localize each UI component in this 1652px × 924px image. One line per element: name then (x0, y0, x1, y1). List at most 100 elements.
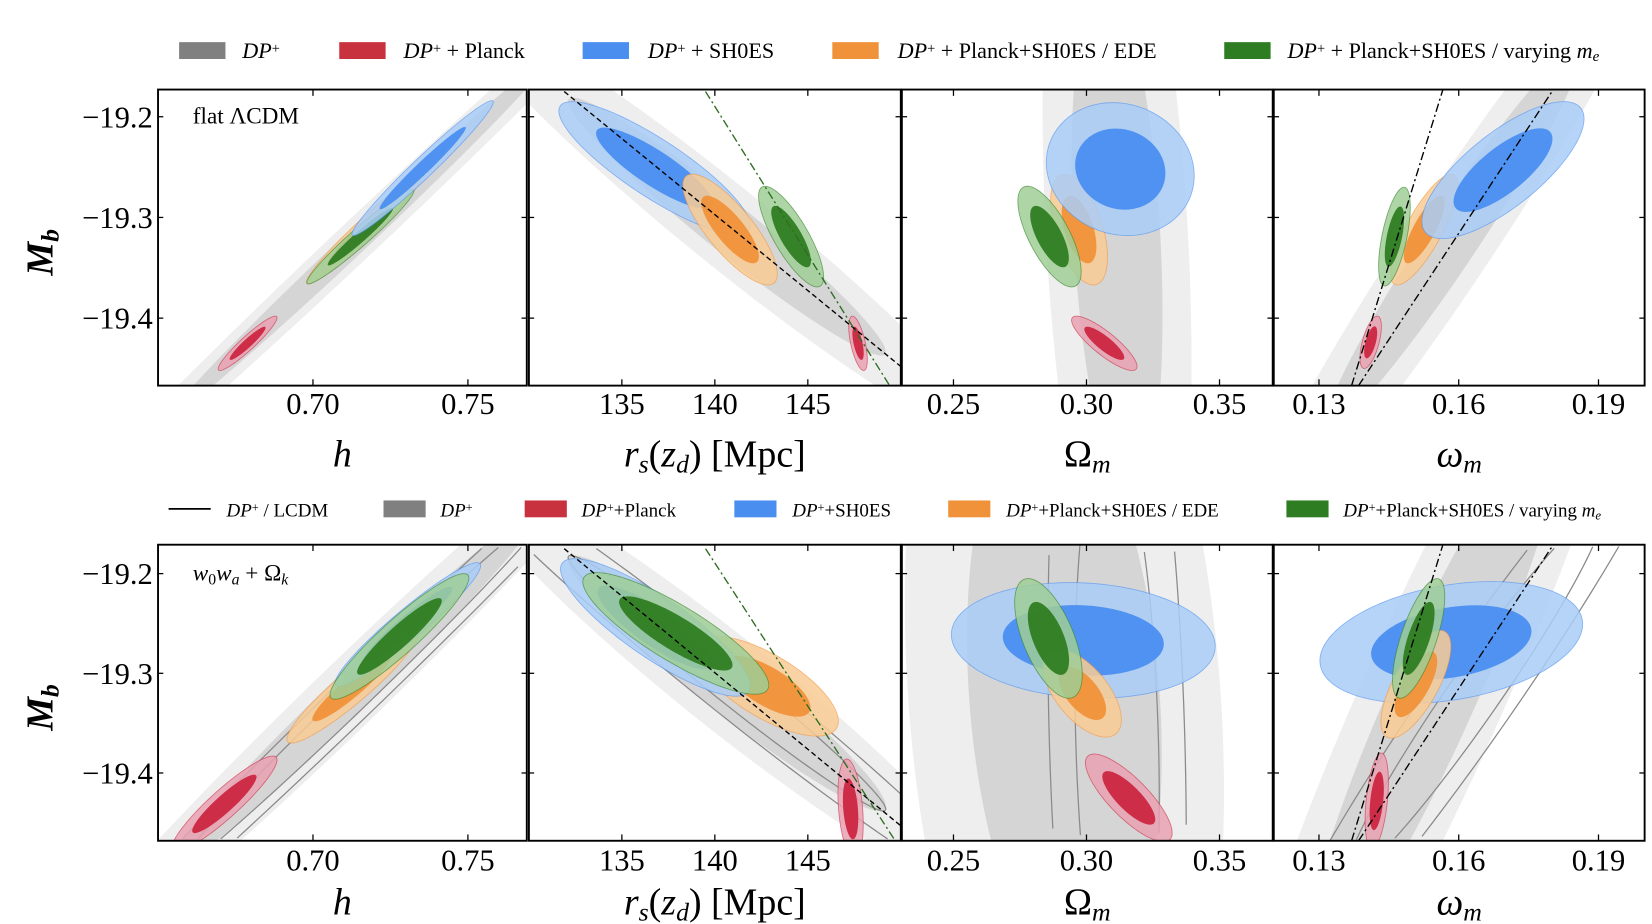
label-segment: b (35, 229, 64, 242)
x-tick-label: 0.13 (1292, 843, 1345, 877)
shoes-contour-68 (1075, 128, 1166, 210)
legend-item: DP++Planck+SH0ES / varying me (1286, 500, 1601, 522)
label-segment: z (660, 434, 676, 476)
x-tick-label: 0.19 (1572, 387, 1625, 421)
x-tick-label: 0.19 (1572, 843, 1625, 877)
label-segment: e (1595, 508, 1601, 522)
label-segment: / LCDM (259, 500, 329, 521)
planck-contour-68 (842, 778, 859, 840)
plot-area (1312, 89, 1595, 386)
x-tick-label: 0.30 (1060, 387, 1113, 421)
panel-1: 0.70 0.75 −19.2 −19.3 −19.4 h flat ΛCDM (82, 88, 528, 476)
me-contour-68 (1402, 601, 1435, 675)
legend-swatch-icon (383, 500, 426, 518)
label-segment: e (1593, 49, 1600, 65)
panel-frame (900, 88, 1274, 387)
shoes-contour-68 (1453, 128, 1553, 212)
label-segment: s (639, 449, 649, 478)
plot-area (1296, 544, 1620, 842)
label-segment: + (252, 501, 259, 515)
plot-area (178, 89, 527, 386)
label-segment: + (1369, 501, 1376, 515)
legend-swatch-icon (524, 500, 567, 518)
label-segment: DP (1342, 500, 1369, 521)
legend-label: DP++Planck (581, 500, 677, 521)
dashdot-line (704, 91, 891, 386)
planck-contour-68 (1364, 326, 1378, 359)
x-tick-label: 0.35 (1193, 387, 1246, 421)
label-segment: + (1031, 501, 1038, 515)
x-tick-label: 0.70 (286, 387, 339, 421)
y-tick-label: −19.3 (82, 201, 153, 235)
legend-swatch-icon (832, 42, 879, 60)
plot-area (1017, 89, 1195, 386)
model-label: flat ΛCDM (193, 103, 299, 129)
label-segment: d (676, 897, 689, 924)
x-tick-label: 0.16 (1432, 387, 1485, 421)
label-segment: DP (241, 38, 271, 63)
legend-swatch-icon (1286, 500, 1329, 518)
legend-label: DP+ / LCDM (226, 500, 329, 521)
label-segment: M (20, 696, 62, 732)
dashed-line (563, 548, 902, 827)
lcdm-contour-95 (1421, 546, 1620, 837)
me-contour-68 (771, 205, 811, 268)
legend-label: DP+ + SH0ES (647, 38, 774, 63)
legend: DP+ DP+ + Planck DP+ + SH0ES DP+ + Planck+S… (179, 38, 1600, 65)
label-segment: + (607, 501, 614, 515)
label-segment: + (272, 41, 280, 57)
legend-label: DP+ (241, 38, 280, 63)
lcdm-contour-95 (1173, 551, 1187, 825)
y-tick-label: −19.3 (82, 657, 153, 691)
x-tick-label: 0.75 (441, 387, 494, 421)
x-tick-label: 140 (692, 387, 738, 421)
dashdot-line (1350, 89, 1444, 386)
label-segment: r (624, 882, 639, 924)
legend-label: DP++Planck+SH0ES / EDE (1005, 500, 1219, 521)
label-segment: k (281, 571, 289, 588)
legend-item: DP+ / LCDM (168, 500, 329, 521)
x-tick-label: 145 (785, 843, 831, 877)
legend-swatch-icon (948, 500, 991, 518)
label-segment: b (35, 684, 64, 697)
me-contour-68 (357, 598, 442, 675)
label-segment: DP (581, 500, 608, 521)
label-segment: M (20, 241, 62, 277)
y-tick-label: −19.4 (82, 757, 153, 791)
me-contour-68 (619, 596, 733, 671)
label-segment: m (1577, 38, 1593, 63)
legend-swatch-icon (179, 42, 226, 60)
label-segment: + (927, 41, 935, 57)
label-segment: ω (1437, 434, 1464, 476)
x-axis-label: Ωm (1064, 882, 1111, 924)
legend-label: DP+ (439, 500, 472, 521)
x-axis-label: rs(zd) [Mpc] (624, 882, 806, 924)
panel-3: 0.25 0.30 0.35 Ωm (900, 88, 1274, 479)
me-contour-68 (1384, 206, 1405, 267)
y-tick-label: −19.2 (82, 557, 153, 591)
y-tick-label: −19.2 (82, 100, 153, 134)
label-segment: DP (897, 38, 927, 63)
x-tick-label: 140 (692, 843, 738, 877)
legend-label: DP+ + Planck+SH0ES / varying me (1286, 38, 1599, 65)
x-tick-label: 0.35 (1193, 843, 1246, 877)
label-segment: r (624, 434, 639, 476)
x-axis-label: Ωm (1064, 434, 1111, 479)
figure-row-2: DP+ / LCDM DP+ DP++Planck DP++SH0ES DP++Plan… (20, 500, 1646, 924)
label-segment: h (333, 434, 352, 476)
label-segment: s (639, 897, 649, 924)
x-tick-label: 0.25 (927, 387, 980, 421)
panel-frame (900, 543, 1274, 842)
label-segment: m (1092, 449, 1111, 478)
lcdm-contour-68 (1394, 546, 1594, 839)
label-segment: m (1463, 897, 1482, 924)
label-segment: + Planck (441, 38, 526, 63)
panel-2: 135 140 145 rs(zd) [Mpc] (527, 88, 902, 478)
label-segment: ( (649, 882, 662, 924)
label-segment: DP (439, 500, 466, 521)
figure-row-1: DP+ DP+ + Planck DP+ + SH0ES DP+ + Planck+S… (20, 38, 1646, 479)
label-segment: z (660, 882, 676, 924)
label-segment: 0 (208, 571, 216, 588)
label-segment: DP (226, 500, 253, 521)
